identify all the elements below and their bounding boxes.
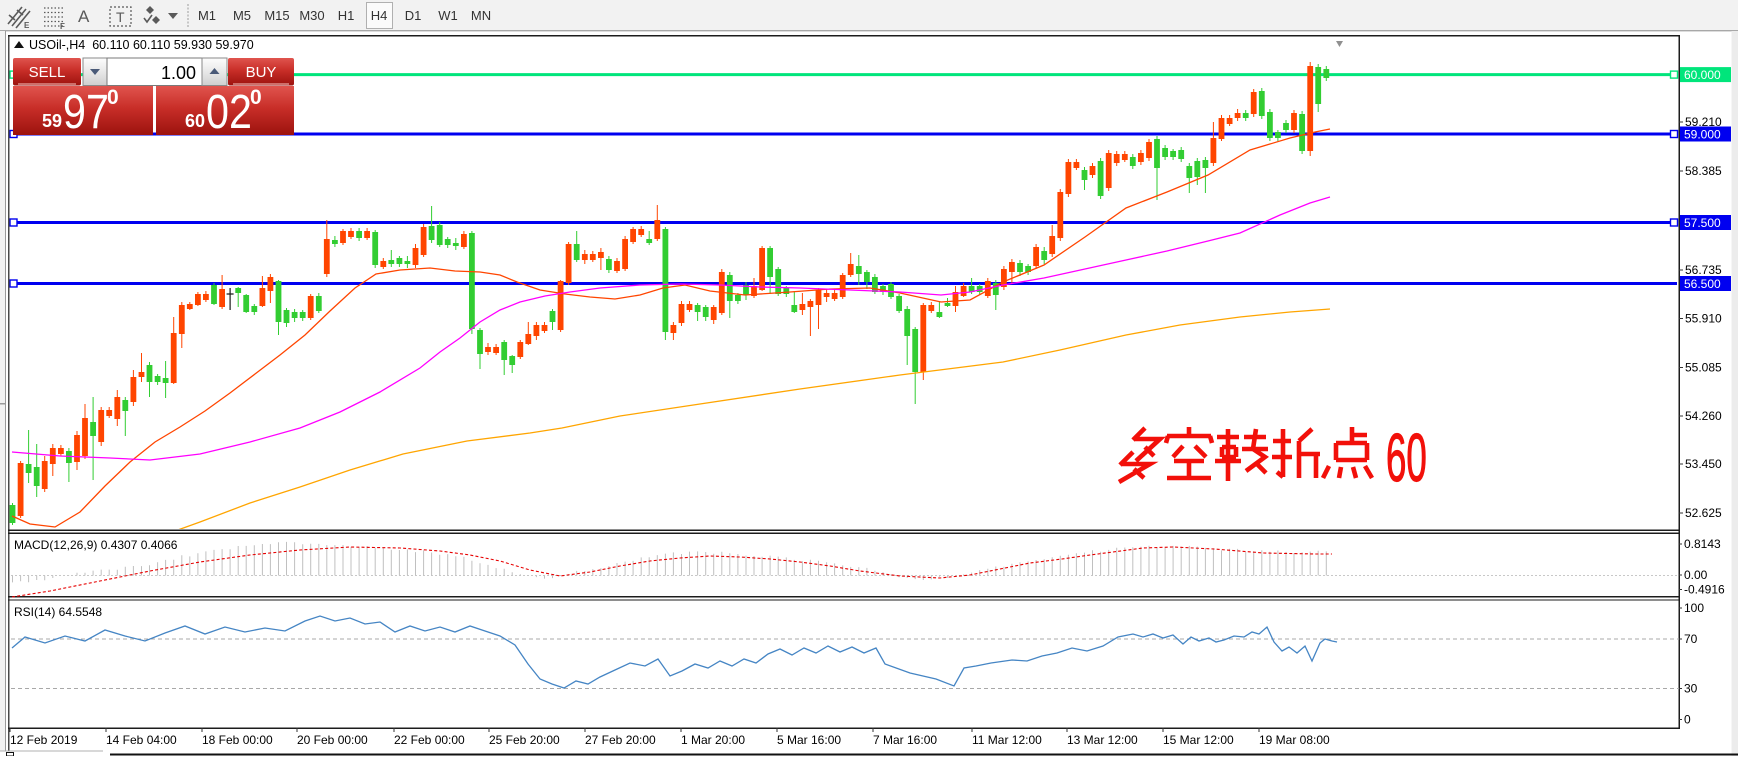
svg-text:15 Mar 12:00: 15 Mar 12:00 [1163, 733, 1234, 747]
svg-text:100: 100 [1684, 601, 1704, 615]
svg-text:20 Feb 00:00: 20 Feb 00:00 [297, 733, 368, 747]
svg-text:T: T [116, 9, 125, 25]
svg-text:52.625: 52.625 [1685, 506, 1722, 520]
svg-text:60.000: 60.000 [1684, 68, 1721, 82]
svg-text:18 Feb 00:00: 18 Feb 00:00 [202, 733, 273, 747]
svg-text:USOil-,H4 60.110 60.110 59.93: USOil-,H4 60.110 60.110 59.930 59.970 [29, 38, 254, 52]
svg-text:M15: M15 [264, 8, 289, 23]
svg-text:30: 30 [1684, 682, 1698, 696]
svg-text:H1: H1 [338, 8, 355, 23]
svg-text:-0.4916: -0.4916 [1684, 583, 1725, 597]
svg-text:14 Feb 04:00: 14 Feb 04:00 [106, 733, 177, 747]
svg-text:60: 60 [1386, 420, 1427, 496]
svg-text:25 Feb 20:00: 25 Feb 20:00 [489, 733, 560, 747]
svg-text:11 Mar 12:00: 11 Mar 12:00 [972, 733, 1042, 747]
svg-text:7 Mar 16:00: 7 Mar 16:00 [873, 733, 937, 747]
svg-text:60: 60 [185, 111, 205, 131]
svg-text:F: F [60, 22, 65, 31]
svg-text:D1: D1 [405, 8, 422, 23]
svg-text:M5: M5 [233, 8, 251, 23]
svg-text:1.00: 1.00 [161, 63, 196, 83]
svg-text:MN: MN [471, 8, 491, 23]
svg-text:02: 02 [206, 85, 252, 139]
svg-text:55.085: 55.085 [1685, 361, 1722, 375]
svg-text:12 Feb 2019: 12 Feb 2019 [10, 733, 78, 747]
svg-text:55.910: 55.910 [1685, 312, 1722, 326]
svg-text:70: 70 [1684, 632, 1698, 646]
svg-text:56.500: 56.500 [1684, 277, 1721, 291]
svg-text:W1: W1 [438, 8, 458, 23]
svg-text:5 Mar 16:00: 5 Mar 16:00 [777, 733, 841, 747]
svg-text:M1: M1 [198, 8, 216, 23]
svg-text:58.385: 58.385 [1685, 164, 1722, 178]
svg-text:53.450: 53.450 [1685, 457, 1722, 471]
svg-text:19 Mar 08:00: 19 Mar 08:00 [1259, 733, 1330, 747]
svg-text:22 Feb 00:00: 22 Feb 00:00 [394, 733, 465, 747]
svg-text:59: 59 [42, 111, 62, 131]
svg-text:RSI(14) 64.5548: RSI(14) 64.5548 [14, 605, 102, 619]
svg-text:A: A [78, 7, 90, 26]
svg-text:54.260: 54.260 [1685, 409, 1722, 423]
svg-text:E: E [24, 21, 30, 30]
svg-text:56.735: 56.735 [1685, 263, 1722, 277]
svg-text:SELL: SELL [29, 64, 66, 81]
svg-text:BUY: BUY [246, 64, 277, 81]
svg-text:0.00: 0.00 [1684, 568, 1708, 582]
svg-text:27 Feb 20:00: 27 Feb 20:00 [585, 733, 656, 747]
svg-text:0.8143: 0.8143 [1684, 537, 1721, 551]
svg-text:M30: M30 [299, 8, 324, 23]
svg-text:H4: H4 [371, 8, 388, 23]
svg-text:0: 0 [107, 86, 119, 109]
svg-text:97: 97 [63, 85, 109, 139]
svg-text:59.000: 59.000 [1684, 128, 1721, 142]
svg-text:1 Mar 20:00: 1 Mar 20:00 [681, 733, 745, 747]
svg-text:57.500: 57.500 [1684, 216, 1721, 230]
svg-text:13 Mar 12:00: 13 Mar 12:00 [1067, 733, 1138, 747]
svg-text:0: 0 [1684, 713, 1691, 727]
svg-text:MACD(12,26,9) 0.4307 0.4066: MACD(12,26,9) 0.4307 0.4066 [14, 538, 178, 552]
svg-text:0: 0 [250, 86, 262, 109]
